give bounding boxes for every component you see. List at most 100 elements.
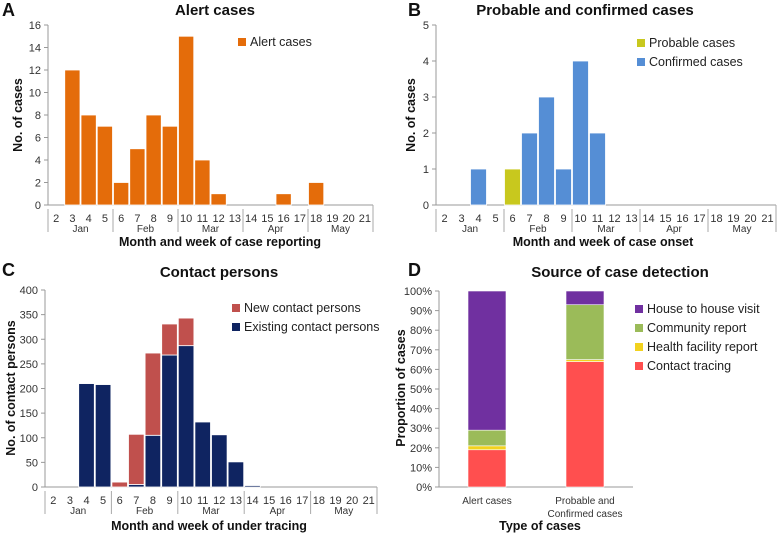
y-tick-label: 400	[20, 285, 38, 297]
bar-new-contact-persons	[177, 317, 195, 347]
x-tick-label: 15	[659, 213, 671, 225]
bar-contact-tracing	[467, 449, 507, 488]
y-tick-label: 60%	[410, 364, 432, 376]
x-tick-label: 18	[313, 495, 325, 507]
month-label: Mar	[202, 506, 220, 517]
y-tick-label: 16	[29, 20, 41, 32]
bar-new-contact-persons	[111, 481, 128, 488]
panel-letter-d: D	[408, 260, 421, 280]
y-tick-label: 4	[35, 155, 41, 167]
bar-alert-cases	[145, 114, 162, 206]
x-tick-label: 10	[180, 495, 192, 507]
x-tick-label: 9	[166, 495, 172, 507]
month-label: Mar	[202, 224, 220, 235]
x-tick-label: 2	[50, 495, 56, 507]
legend-label: House to house visit	[647, 302, 760, 316]
month-label: Jan	[70, 506, 86, 517]
x-tick-label: 21	[761, 213, 773, 225]
x-tick-label: Alert cases	[462, 496, 511, 507]
bar-alert-cases	[308, 182, 325, 206]
y-tick-label: 12	[29, 65, 41, 77]
x-tick-label: 19	[329, 495, 341, 507]
legend-label: Contact tracing	[647, 359, 731, 373]
x-tick-label: 7	[133, 495, 139, 507]
bar-confirmed-cases	[470, 168, 487, 206]
bar-new-contact-persons	[128, 433, 145, 485]
x-tick-label: 17	[294, 213, 306, 225]
bar-existing-contact-persons	[177, 345, 195, 488]
bar-new-contact-persons	[161, 323, 178, 356]
x-tick-label: 20	[343, 213, 355, 225]
y-tick-label: 0	[35, 200, 41, 212]
chart-b-title: Probable and confirmed cases	[476, 2, 694, 19]
x-tick-label: 8	[543, 213, 549, 225]
x-tick-label: 6	[509, 213, 515, 225]
legend-label: Community report	[647, 321, 747, 335]
x-tick-label: 5	[100, 495, 106, 507]
y-tick-label: 1	[423, 164, 429, 176]
x-tick-label: 18	[310, 213, 322, 225]
x-tick-label: 13	[229, 213, 241, 225]
chart-c: 0 50 100 150 200 250 300 350 400 2 3 4 5 6 7 8 9 10 11 12 13…	[20, 285, 380, 517]
legend-swatch	[637, 39, 645, 47]
x-tick-label: 10	[574, 213, 586, 225]
legend-label: Confirmed cases	[649, 55, 743, 69]
bar-probable-cases	[504, 168, 521, 206]
x-tick-label: 6	[117, 495, 123, 507]
x-tick-label: 2	[441, 213, 447, 225]
legend-swatch	[635, 362, 643, 370]
bar-confirmed-cases	[555, 168, 572, 206]
bar-alert-cases	[80, 114, 97, 206]
month-label: Apr	[666, 224, 682, 235]
x-tick-label: 5	[102, 213, 108, 225]
x-tick-label: 3	[69, 213, 75, 225]
bar-alert-cases	[96, 125, 113, 206]
x-tick-label: 4	[475, 213, 481, 225]
x-tick-label: 20	[346, 495, 358, 507]
month-label: Feb	[529, 224, 547, 235]
y-tick-label: 8	[35, 110, 41, 122]
x-tick-label: 18	[710, 213, 722, 225]
month-label: Jan	[72, 224, 88, 235]
x-tick-label: 12	[213, 495, 225, 507]
month-label: Feb	[137, 224, 155, 235]
chart-b-xlabel: Month and week of case onset	[513, 235, 694, 249]
bar-alert-cases	[275, 193, 292, 206]
bar-existing-contact-persons	[194, 421, 211, 488]
x-tick-label: Probable and	[555, 496, 615, 507]
y-tick-label: 2	[423, 128, 429, 140]
y-tick-label: 50%	[410, 384, 432, 396]
y-tick-label: 2	[35, 178, 41, 190]
bar-alert-cases	[178, 35, 195, 206]
x-tick-label: 11	[197, 213, 208, 225]
y-tick-label: 50	[26, 457, 38, 469]
bar-confirmed-cases	[572, 60, 589, 206]
x-tick-label: 4	[86, 213, 92, 225]
x-tick-label: 17	[693, 213, 705, 225]
x-tick-label: 3	[67, 495, 73, 507]
month-label: May	[334, 506, 353, 517]
chart-c-xlabel: Month and week of under tracing	[111, 519, 307, 533]
legend-label: New contact persons	[244, 301, 361, 315]
x-tick-label: 20	[744, 213, 756, 225]
bar-confirmed-cases	[538, 96, 555, 206]
legend-label: Health facility report	[647, 340, 758, 354]
chart-d-title: Source of case detection	[531, 264, 709, 281]
y-tick-label: 4	[423, 56, 429, 68]
x-tick-label: 12	[213, 213, 225, 225]
month-label: Apr	[268, 224, 284, 235]
y-tick-label: 250	[20, 359, 38, 371]
legend-label: Existing contact persons	[244, 320, 380, 334]
month-label: Apr	[270, 506, 286, 517]
panel-letter-b: B	[408, 0, 421, 20]
legend-swatch	[635, 324, 643, 332]
x-tick-label: Confirmed cases	[547, 509, 622, 520]
x-tick-label: 21	[363, 495, 375, 507]
x-tick-label: 6	[118, 213, 124, 225]
chart-a-title: Alert cases	[175, 2, 255, 19]
panel-letter-a: A	[2, 0, 15, 20]
y-tick-label: 90%	[410, 306, 432, 318]
x-tick-label: 9	[167, 213, 173, 225]
